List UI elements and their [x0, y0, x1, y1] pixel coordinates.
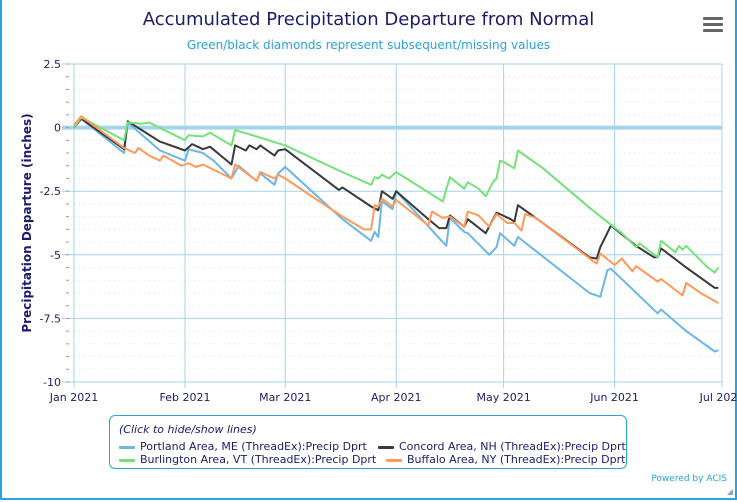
x-tick-label: Jul 2021 [699, 391, 737, 404]
legend-item-portland[interactable]: Portland Area, ME (ThreadEx):Precip Dprt [119, 440, 367, 453]
x-tick-label: Feb 2021 [159, 391, 210, 404]
y-tick-label: -5 [50, 249, 61, 262]
legend-hint: (Click to hide/show lines) [119, 423, 257, 436]
y-tick-label: -10 [43, 376, 61, 389]
resize-grip-icon[interactable]: ◢ [726, 487, 733, 496]
y-tick-label: -2.5 [40, 185, 61, 198]
x-tick-label: Apr 2021 [371, 391, 422, 404]
series-line-1 [73, 117, 719, 289]
grid [62, 63, 723, 388]
x-tick-label: Mar 2021 [259, 391, 311, 404]
y-axis-label: Precipitation Departure (inches) [20, 113, 34, 332]
chart-title: Accumulated Precipitation Departure from… [142, 9, 595, 30]
legend-item-burlington[interactable]: Burlington Area, VT (ThreadEx):Precip Dp… [119, 453, 376, 466]
y-tick-label: 2.5 [44, 58, 62, 71]
chart-subtitle: Green/black diamonds represent subsequen… [186, 38, 551, 52]
y-tick-label: -7.5 [40, 312, 61, 325]
legend-swatch [119, 458, 135, 462]
legend-label: Concord Area, NH (ThreadEx):Precip Dprt [399, 440, 626, 453]
series-line-2 [73, 116, 720, 274]
legend-swatch [378, 445, 394, 449]
series-line-3 [73, 115, 719, 304]
legend-label: Portland Area, ME (ThreadEx):Precip Dprt [140, 440, 367, 453]
legend-item-concord[interactable]: Concord Area, NH (ThreadEx):Precip Dprt [378, 440, 626, 453]
powered-by-link[interactable]: Powered by ACIS [651, 474, 727, 484]
legend-label: Burlington Area, VT (ThreadEx):Precip Dp… [140, 453, 377, 466]
legend-label: Buffalo Area, NY (ThreadEx):Precip Dprt [407, 453, 626, 466]
legend-item-buffalo[interactable]: Buffalo Area, NY (ThreadEx):Precip Dprt [386, 453, 625, 466]
series-lines [73, 115, 720, 353]
axes: 2.5 0 -2.5 -5 -7.5 -10 Jan 2021 Feb 2021 Mar 202… [40, 58, 737, 404]
x-tick-label: Jan 2021 [49, 391, 98, 404]
legend: (Click to hide/show lines) Portland Area… [109, 415, 627, 469]
hamburger-menu-icon[interactable] [703, 17, 723, 33]
x-tick-label: Jun 2021 [589, 391, 639, 404]
y-tick-label: 0 [54, 122, 61, 135]
series-line-0 [73, 117, 719, 353]
legend-swatch [386, 458, 402, 462]
legend-swatch [119, 445, 135, 449]
x-tick-label: May 2021 [476, 391, 530, 404]
